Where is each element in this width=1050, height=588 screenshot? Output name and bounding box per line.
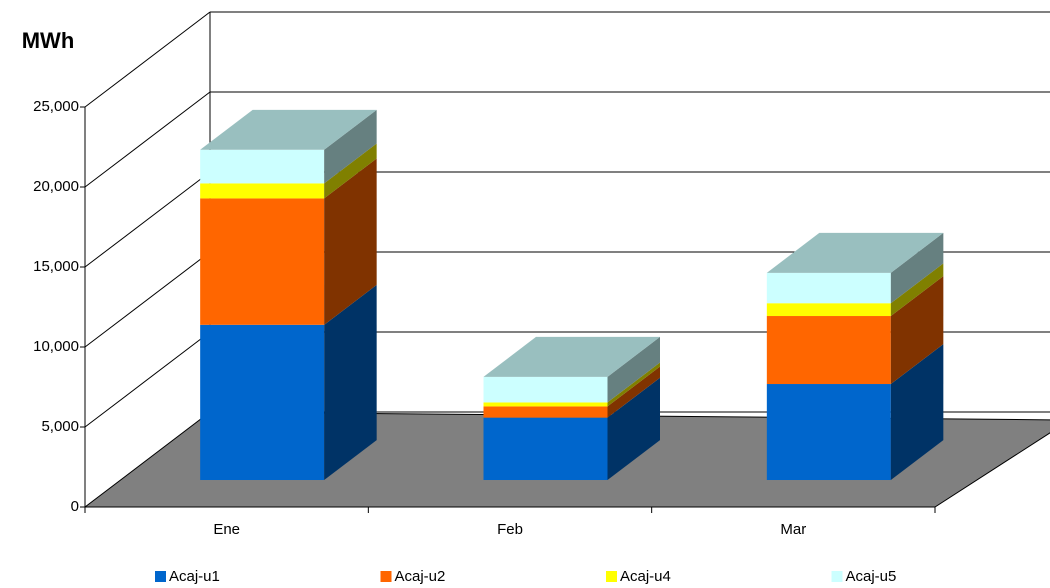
grid-line <box>84 331 211 428</box>
x-tick-label: Ene <box>213 521 240 538</box>
bar-top <box>483 336 660 377</box>
bar-segment <box>766 384 891 481</box>
bar-segment <box>200 183 325 199</box>
bar-side <box>890 344 944 481</box>
bar-side <box>324 158 377 325</box>
bar-side <box>324 109 377 184</box>
grid-line <box>84 251 211 348</box>
bar-side <box>324 143 377 199</box>
bar-segment <box>766 272 891 304</box>
bar-side <box>607 366 660 418</box>
bar-side <box>890 276 944 385</box>
bar-segment <box>200 324 325 481</box>
bar-segment <box>766 316 891 385</box>
bar-segment <box>483 406 608 418</box>
legend-swatch <box>155 571 166 582</box>
grid-line <box>84 171 211 268</box>
bar-segment <box>200 149 325 184</box>
legend-swatch <box>606 571 617 582</box>
bar-side <box>890 232 944 304</box>
bar-side <box>607 336 660 403</box>
bar-segment <box>483 417 608 481</box>
bar-side <box>607 362 660 407</box>
legend-label: Acaj-u1 <box>169 568 220 585</box>
y-tick-label: 20,000 <box>33 178 79 195</box>
bar-top <box>200 109 377 150</box>
y-tick-label: 10,000 <box>33 338 79 355</box>
legend-label: Acaj-u4 <box>620 568 671 585</box>
bar-segment <box>483 402 608 407</box>
bar-side <box>607 377 660 481</box>
legend-swatch <box>380 571 392 582</box>
y-tick-label: 0 <box>71 498 79 515</box>
legend-swatch <box>831 571 843 582</box>
grid-line <box>84 11 211 108</box>
bar-segment <box>766 303 891 317</box>
y-axis-label: MWh <box>22 28 75 53</box>
y-tick-label: 15,000 <box>33 258 79 275</box>
bar-segment <box>200 198 325 325</box>
bar-top <box>766 232 944 273</box>
y-tick-label: 5,000 <box>41 418 79 435</box>
legend-label: Acaj-u5 <box>846 568 897 585</box>
x-tick-label: Mar <box>780 521 806 538</box>
bar-segment <box>483 376 608 403</box>
bar-side <box>324 284 377 481</box>
legend-label: Acaj-u2 <box>395 568 446 585</box>
bar-side <box>890 263 944 317</box>
grid-line <box>84 91 211 188</box>
y-tick-label: 25,000 <box>33 98 79 115</box>
x-tick-label: Feb <box>497 521 523 538</box>
